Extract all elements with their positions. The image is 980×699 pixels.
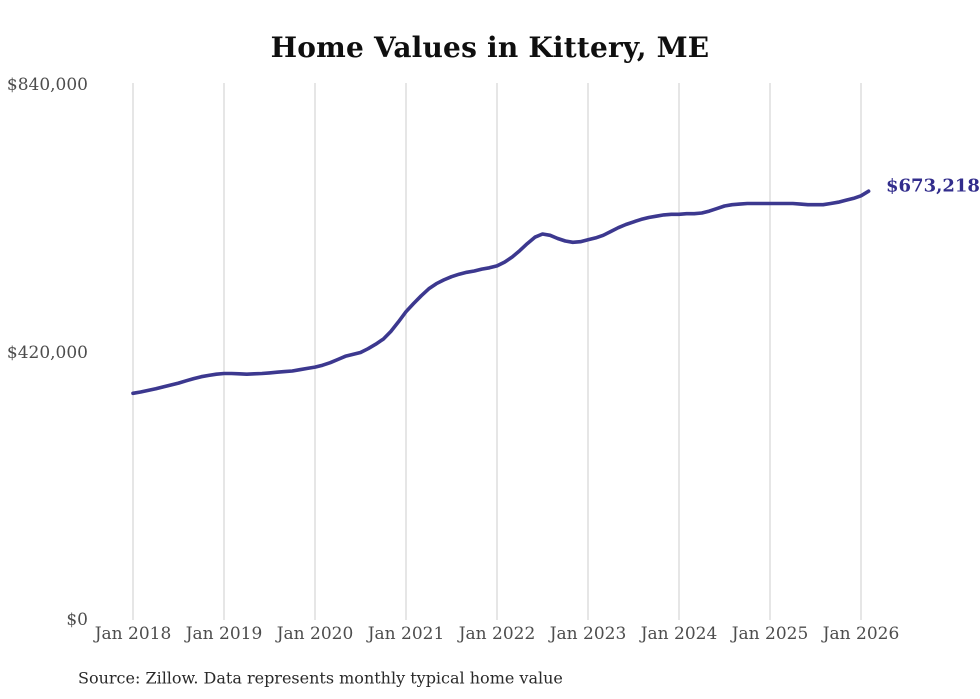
chart-title: Home Values in Kittery, ME — [270, 31, 710, 64]
y-tick-label: $840,000 — [6, 75, 88, 95]
x-tick-label: Jan 2021 — [367, 624, 445, 644]
x-tick-label: Jan 2024 — [640, 624, 718, 644]
x-tick-label: Jan 2020 — [276, 624, 354, 644]
y-tick-label: $420,000 — [6, 342, 88, 363]
home-value-line — [131, 189, 871, 396]
x-tick-label: Jan 2018 — [94, 624, 172, 644]
x-tick-label: Jan 2026 — [822, 624, 900, 644]
y-tick-label: $0 — [66, 610, 88, 630]
source-note: Source: Zillow. Data represents monthly … — [78, 668, 563, 688]
x-tick-label: Jan 2025 — [731, 624, 809, 644]
latest-value-label: $673,218 — [886, 175, 980, 197]
x-tick-label: Jan 2022 — [458, 624, 536, 644]
x-tick-label: Jan 2023 — [549, 624, 627, 644]
x-tick-label: Jan 2019 — [185, 624, 263, 644]
